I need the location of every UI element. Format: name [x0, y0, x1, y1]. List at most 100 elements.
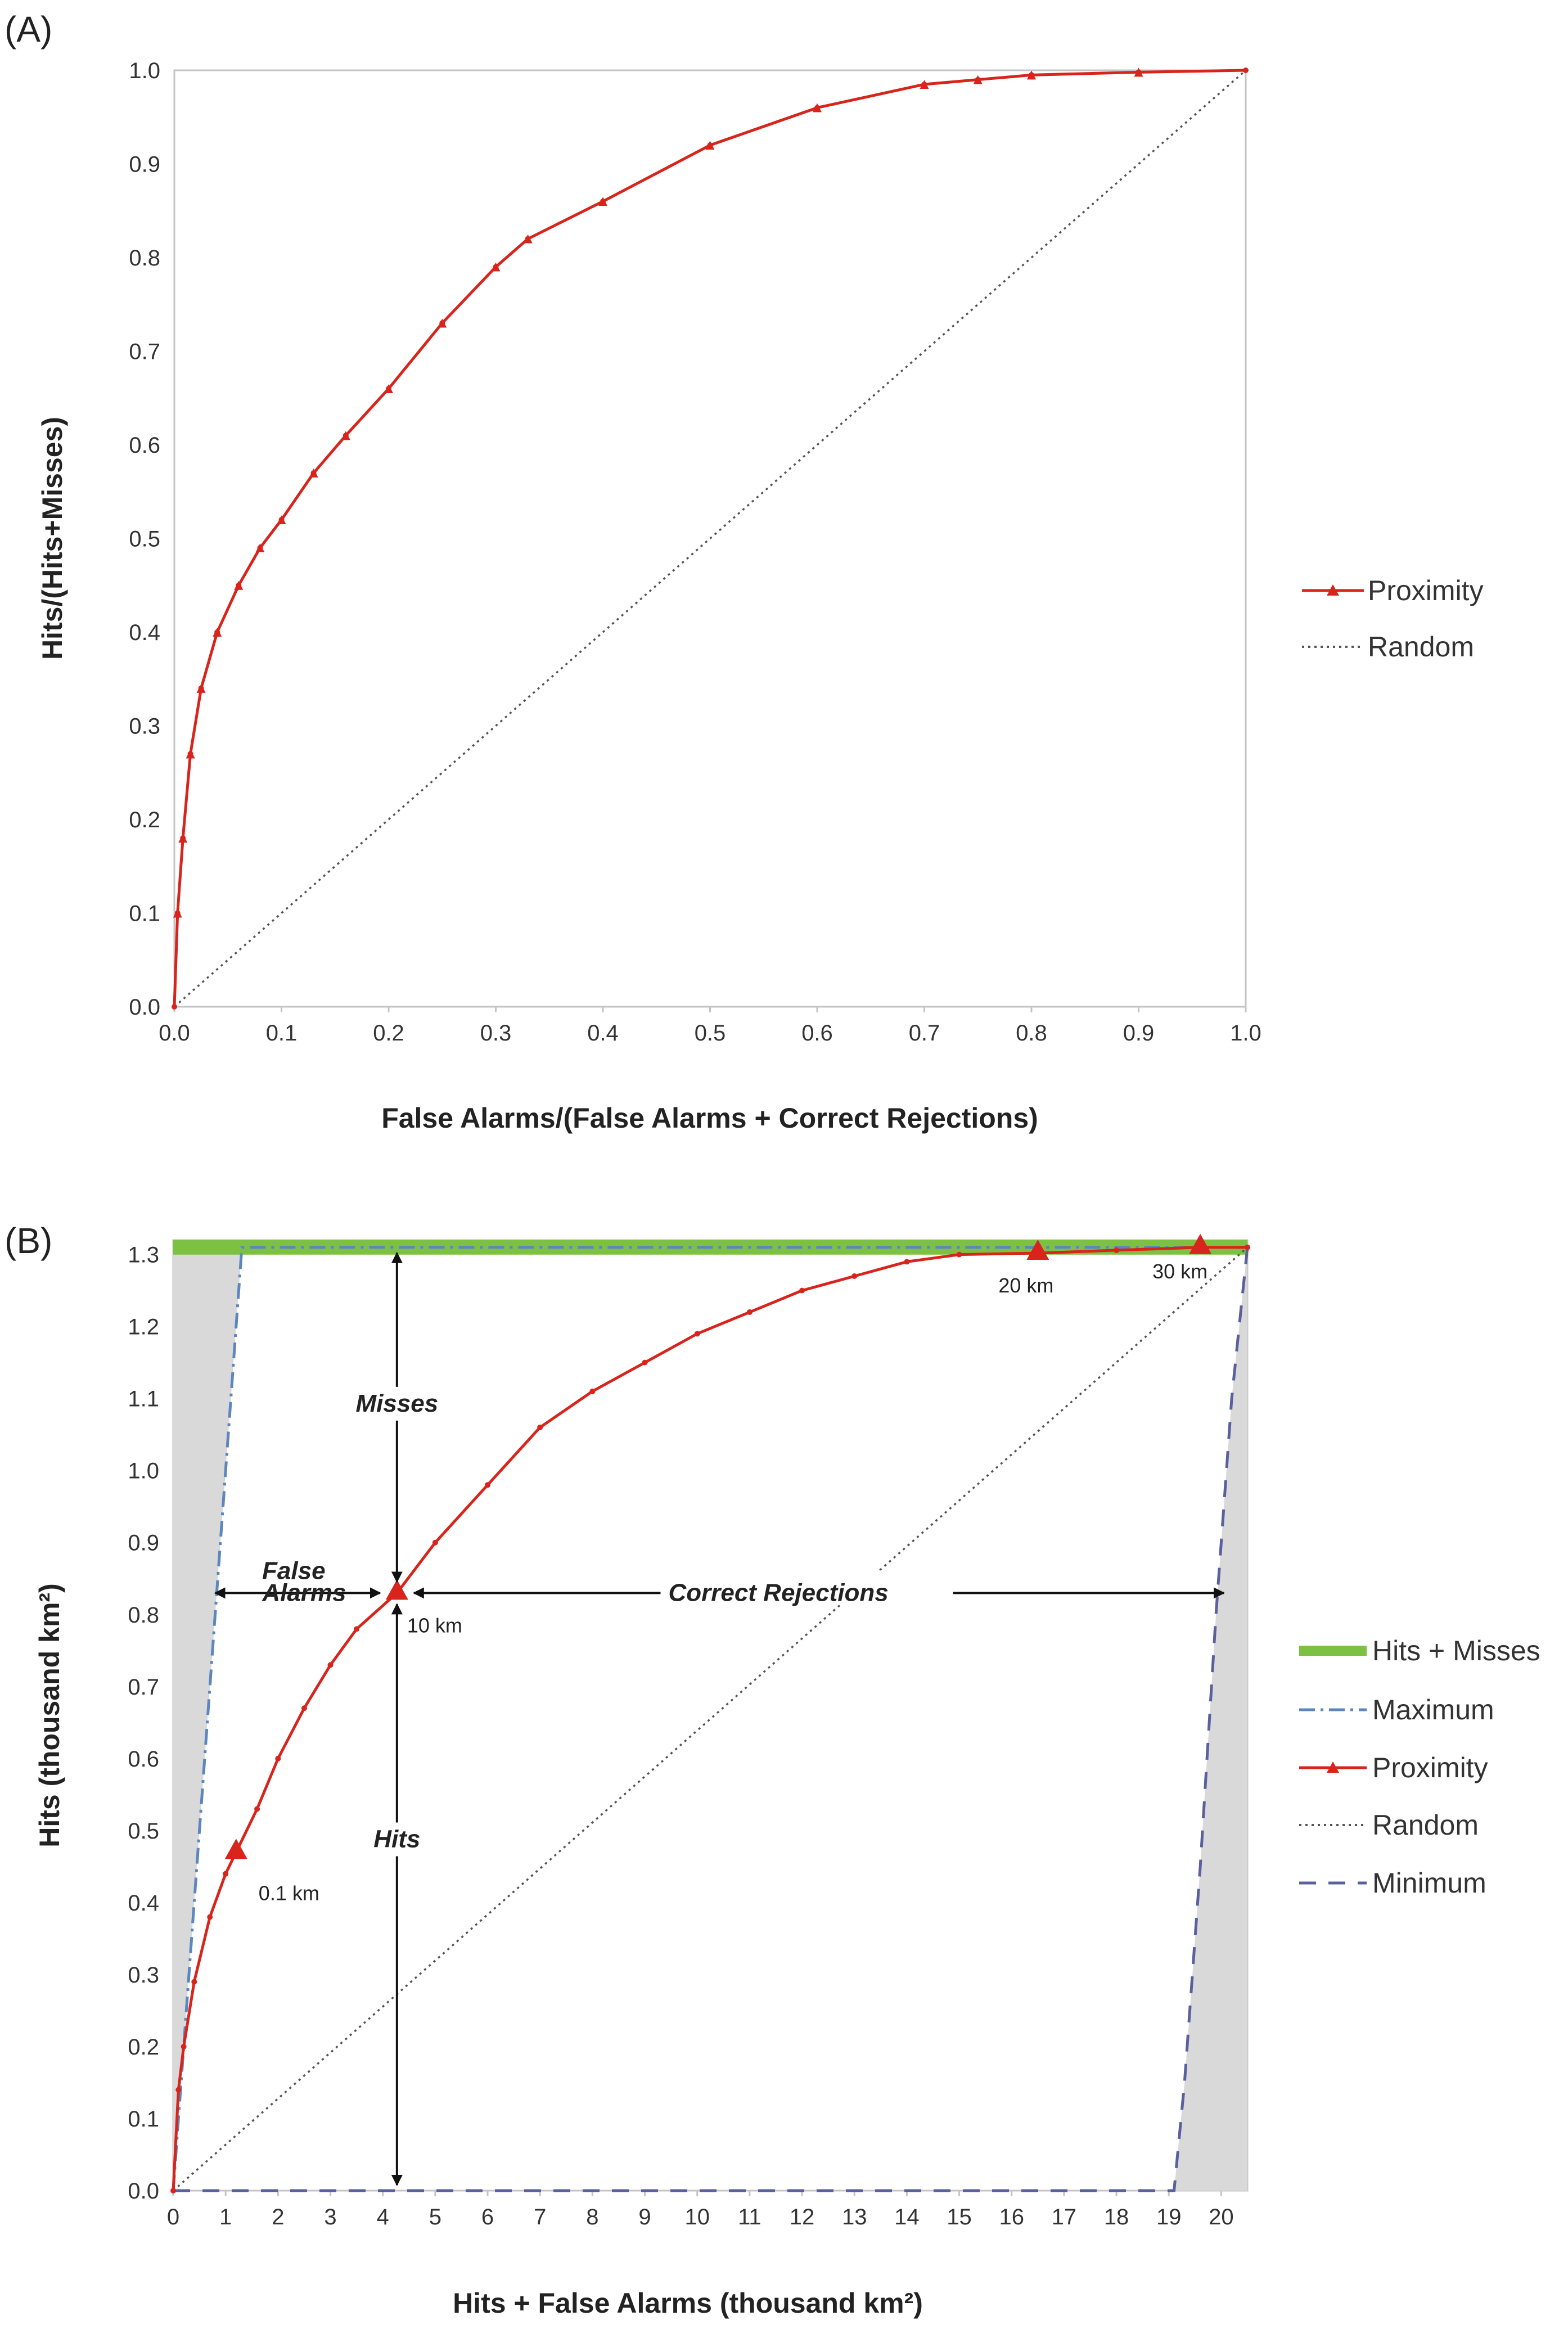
panel-a-series — [172, 67, 1249, 1010]
panel-b-series — [170, 1240, 1250, 2193]
x-tick-label: 19 — [1156, 2205, 1182, 2229]
proximity-point — [170, 2188, 176, 2193]
y-tick-label: 1.3 — [128, 1243, 159, 1268]
x-tick-label: 4 — [377, 2205, 389, 2229]
y-tick-label: 0.0 — [129, 995, 160, 1020]
x-tick-label: 16 — [999, 2205, 1024, 2229]
x-tick-label: 20 — [1209, 2205, 1234, 2229]
panel-b-legend: Hits + Misses Maximum Proximity Random M… — [1299, 1635, 1540, 1899]
x-tick-label: 6 — [481, 2205, 494, 2229]
x-tick-label: 0.8 — [1016, 1021, 1047, 1046]
point-label: 10 km — [407, 1614, 462, 1637]
proximity-point — [191, 1979, 197, 1985]
y-tick-label: 0.5 — [129, 527, 160, 552]
series-random-line — [173, 69, 1247, 1008]
y-tick-label: 0.8 — [129, 246, 160, 271]
proximity-point — [175, 2087, 182, 2093]
proximity-point — [257, 545, 263, 551]
x-tick-label: 3 — [324, 2205, 336, 2229]
panel-b-shaded-regions — [173, 1247, 1247, 2191]
panel-b-x-axis-label: Hits + False Alarms (thousand km²) — [453, 2287, 923, 2319]
proximity-point — [707, 142, 713, 148]
series-maximum-line — [172, 1246, 1247, 2191]
proximity-point — [214, 629, 220, 635]
legend-b-random-label: Random — [1372, 1809, 1479, 1841]
labeled-proximity-marker — [1026, 1240, 1049, 1260]
x-tick-label: 0.9 — [1123, 1021, 1155, 1046]
y-tick-label: 0.2 — [129, 808, 160, 832]
proximity-point — [301, 1705, 307, 1711]
y-tick-label: 0.8 — [128, 1603, 159, 1628]
series-random-line — [172, 1246, 1249, 2192]
y-tick-label: 0.1 — [129, 902, 160, 926]
panel-a-x-axis-label: False Alarms/(False Alarms + Correct Rej… — [381, 1102, 1038, 1134]
false-alarms-label-line1: False — [262, 1557, 326, 1584]
proximity-point — [187, 751, 193, 757]
proximity-point — [432, 1539, 438, 1546]
proximity-point — [354, 1626, 360, 1632]
legend-b-hits-misses-label: Hits + Misses — [1372, 1635, 1540, 1666]
legend-b-maximum-label: Maximum — [1372, 1694, 1494, 1726]
x-tick-label: 13 — [842, 2205, 867, 2229]
panel-a-y-axis-label: Hits/(Hits+Misses) — [37, 417, 68, 660]
x-tick-label: 1.0 — [1230, 1021, 1261, 1046]
y-tick-label: 0.9 — [129, 152, 160, 177]
proximity-point — [386, 386, 391, 392]
y-tick-label: 0.4 — [128, 1891, 159, 1916]
panel-b-y-axis-label: Hits (thousand km²) — [34, 1583, 65, 1847]
proximity-point — [975, 76, 981, 83]
proximity-point — [921, 81, 927, 87]
panel-b-x-ticks: 0 1 2 3 4 5 6 7 8 9 10 11 12 13 14 15 16 17 18 19 20 — [167, 2191, 1234, 2229]
proximity-point — [1245, 1244, 1250, 1250]
x-tick-label: 0.4 — [587, 1021, 619, 1046]
x-tick-label: 0.0 — [159, 1021, 190, 1046]
proximity-point — [956, 1251, 962, 1258]
x-tick-label: 11 — [738, 2205, 762, 2229]
labeled-proximity-marker — [224, 1839, 247, 1859]
proximity-point — [223, 1871, 229, 1877]
proximity-point — [236, 582, 242, 588]
y-tick-label: 0.7 — [128, 1675, 159, 1700]
x-tick-label: 18 — [1104, 2205, 1129, 2229]
labeled-proximity-marker — [1189, 1233, 1212, 1254]
x-tick-label: 17 — [1052, 2205, 1077, 2229]
x-tick-label: 7 — [534, 2205, 546, 2229]
panel-b-tag: (B) — [4, 1220, 52, 1261]
proximity-point — [1029, 72, 1034, 78]
legend-b-proximity-label: Proximity — [1372, 1752, 1488, 1783]
x-tick-label: 0.5 — [695, 1021, 726, 1046]
panel-a-y-ticks: 0.0 0.1 0.2 0.3 0.4 0.5 0.6 0.7 0.8 0.9 1.0 — [129, 58, 160, 1020]
hits-label-bg — [363, 1822, 431, 1857]
point-label: 30 km — [1152, 1260, 1207, 1283]
x-tick-label: 14 — [894, 2205, 920, 2229]
legend-a-proximity-marker — [1327, 584, 1339, 596]
legend-a-random-label: Random — [1368, 631, 1474, 663]
proximity-point — [172, 1004, 177, 1010]
proximity-point — [904, 1259, 910, 1265]
x-tick-label: 1 — [219, 2205, 232, 2229]
labeled-proximity-marker — [385, 1579, 408, 1600]
y-tick-label: 0.2 — [128, 2035, 159, 2060]
proximity-point — [1136, 69, 1142, 75]
proximity-point — [174, 910, 181, 916]
panel-b-annotations: 0.1 km 10 km 20 km 30 km Misses Hits FalseAlar… — [214, 1233, 1225, 2186]
panel-b: (B) 0 1 2 3 4 5 6 7 8 9 10 11 12 13 14 15 16 17 18 19 20 0.0… — [4, 1220, 1540, 2319]
proximity-point — [1114, 1247, 1120, 1253]
x-tick-label: 0.2 — [373, 1021, 404, 1046]
proximity-point — [198, 685, 204, 691]
y-tick-label: 0.6 — [129, 433, 160, 458]
x-tick-label: 10 — [684, 2205, 710, 2229]
proximity-point — [1243, 67, 1249, 73]
proximity-point — [180, 835, 186, 841]
hits-label: Hits — [373, 1825, 420, 1853]
correct-rejections-label-bg — [660, 1570, 953, 1605]
x-tick-label: 0 — [167, 2205, 179, 2229]
x-tick-label: 8 — [586, 2205, 598, 2229]
x-tick-label: 5 — [429, 2205, 441, 2229]
y-tick-label: 0.0 — [128, 2179, 159, 2204]
y-tick-label: 0.1 — [128, 2107, 159, 2132]
panel-b-y-ticks: 0.0 0.1 0.2 0.3 0.4 0.5 0.6 0.7 0.8 0.9 1.0 1.1 1.2 1… — [128, 1243, 159, 2204]
x-tick-label: 0.6 — [801, 1021, 833, 1046]
panel-a-tag: (A) — [4, 9, 52, 49]
proximity-point — [207, 1914, 213, 1920]
